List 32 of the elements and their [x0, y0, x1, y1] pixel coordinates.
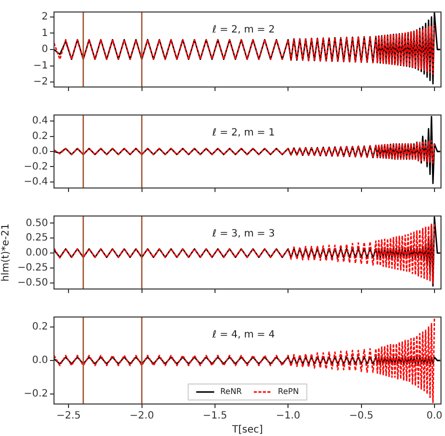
y-tick-label: 0.00 [26, 248, 48, 259]
y-tick-label: −2 [33, 76, 48, 88]
legend-label: RePN [278, 387, 299, 396]
y-tick-label: 0.4 [32, 116, 48, 127]
y-tick-label: 0.0 [32, 355, 48, 366]
y-tick-label: 0 [42, 44, 48, 56]
annotation: ℓ = 4, m = 4 [211, 330, 275, 341]
x-tick-label: −0.5 [349, 410, 374, 422]
y-tick-label: −0.2 [24, 161, 48, 172]
y-tick-label: −1 [33, 60, 48, 72]
y-tick-label: 2 [42, 11, 48, 22]
y-tick-label: 0.2 [32, 322, 48, 333]
y-tick-label: 0.2 [32, 130, 48, 142]
y-tick-label: −0.2 [24, 388, 48, 400]
legend-label: ReNR [220, 387, 242, 396]
x-tick-label: −1.5 [202, 410, 228, 422]
y-tick-label: 1 [42, 28, 48, 39]
x-axis-title: T[sec] [231, 424, 263, 436]
y-tick-label: 0.25 [26, 232, 48, 244]
y-tick-label: −0.4 [24, 176, 48, 188]
x-tick-label: 0.0 [426, 410, 442, 422]
x-tick-label: −2.0 [130, 410, 154, 422]
annotation: ℓ = 2, m = 1 [211, 128, 275, 139]
y-tick-label: 0.0 [32, 146, 48, 158]
y-axis-title: hlm(t)*e-21 [0, 223, 12, 282]
annotation: ℓ = 3, m = 3 [211, 228, 275, 240]
y-tick-label: −0.50 [17, 278, 48, 289]
annotation: ℓ = 2, m = 2 [211, 24, 275, 36]
y-tick-label: −0.25 [17, 262, 48, 274]
x-tick-label: −1.0 [276, 410, 300, 422]
y-tick-label: 0.50 [26, 218, 48, 229]
x-tick-label: −2.5 [56, 410, 81, 422]
